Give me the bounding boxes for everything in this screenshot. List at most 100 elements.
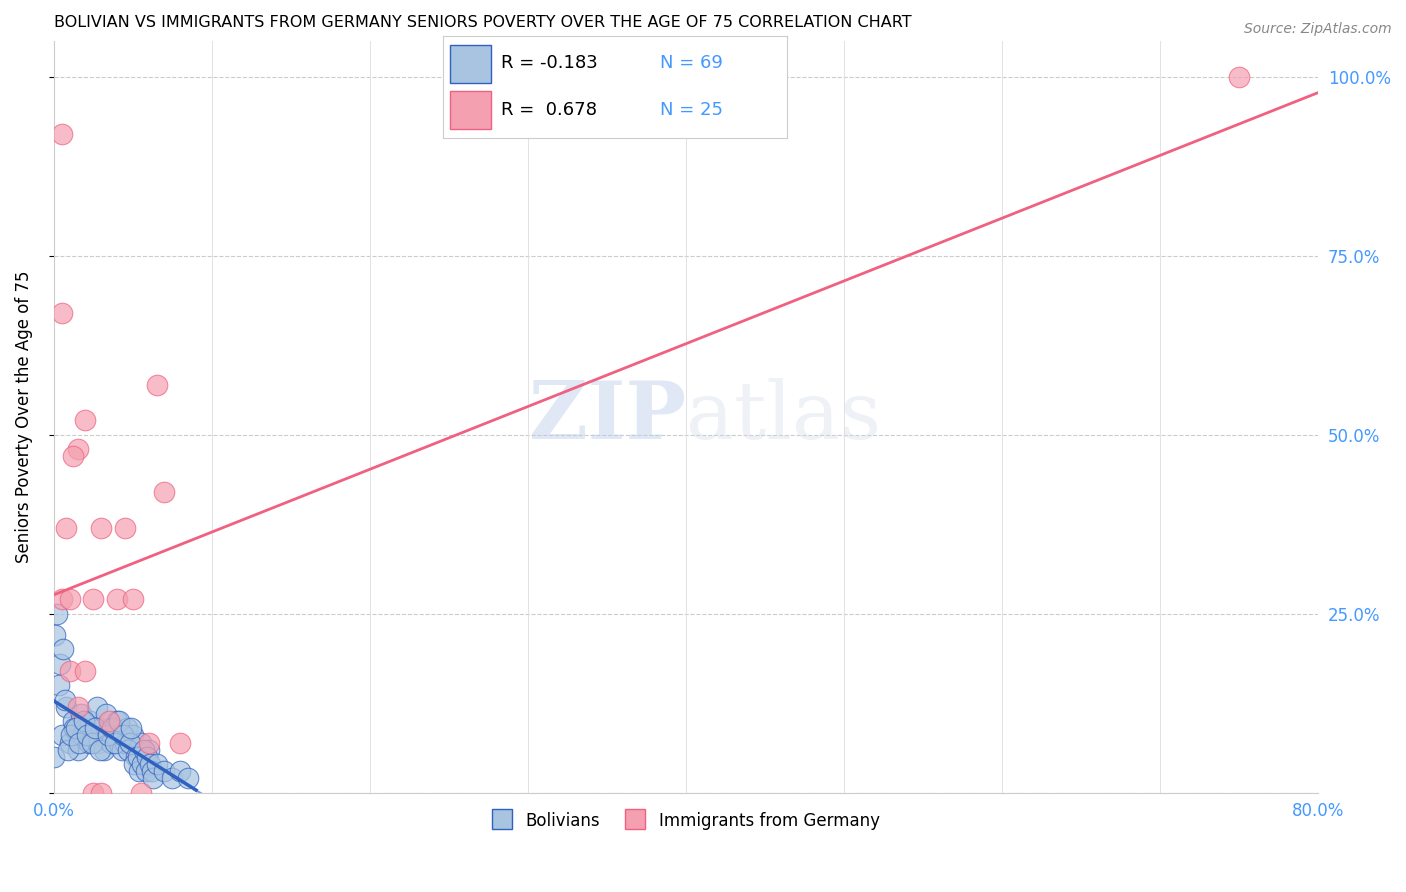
Point bbox=[82, 592, 104, 607]
FancyBboxPatch shape bbox=[450, 91, 491, 129]
Point bbox=[80, 735, 103, 749]
Point bbox=[59, 664, 82, 678]
Point bbox=[79, 714, 101, 728]
Point bbox=[118, 735, 141, 749]
Point bbox=[66, 699, 89, 714]
Point bbox=[52, 642, 75, 657]
Point bbox=[125, 749, 148, 764]
Point bbox=[44, 628, 66, 642]
Point bbox=[67, 735, 90, 749]
Point bbox=[153, 764, 176, 779]
Point bbox=[51, 592, 73, 607]
Point bbox=[110, 728, 132, 742]
Point bbox=[1227, 70, 1250, 84]
Point bbox=[77, 735, 100, 749]
Point bbox=[90, 521, 112, 535]
Point bbox=[169, 764, 191, 779]
Point bbox=[49, 657, 72, 671]
Point bbox=[105, 592, 128, 607]
Point bbox=[107, 714, 129, 728]
Point bbox=[177, 772, 200, 786]
Point bbox=[114, 521, 136, 535]
Text: Source: ZipAtlas.com: Source: ZipAtlas.com bbox=[1244, 22, 1392, 37]
Point bbox=[145, 757, 167, 772]
Point bbox=[53, 692, 76, 706]
Point bbox=[111, 742, 134, 756]
Point bbox=[62, 714, 84, 728]
Point bbox=[139, 757, 162, 772]
Point bbox=[82, 728, 104, 742]
Point bbox=[69, 706, 91, 721]
Point bbox=[100, 735, 122, 749]
Text: BOLIVIAN VS IMMIGRANTS FROM GERMANY SENIORS POVERTY OVER THE AGE OF 75 CORRELATI: BOLIVIAN VS IMMIGRANTS FROM GERMANY SENI… bbox=[53, 15, 911, 30]
Point bbox=[59, 592, 82, 607]
Point bbox=[103, 721, 125, 735]
Text: N = 25: N = 25 bbox=[659, 101, 723, 119]
Point bbox=[62, 449, 84, 463]
Point bbox=[46, 607, 69, 621]
Point bbox=[91, 728, 114, 742]
Point bbox=[89, 742, 111, 756]
Point bbox=[132, 742, 155, 756]
Point bbox=[141, 764, 163, 779]
Point bbox=[66, 442, 89, 456]
Point bbox=[142, 772, 165, 786]
Point bbox=[51, 306, 73, 320]
Point bbox=[169, 735, 191, 749]
Point bbox=[134, 764, 156, 779]
Point bbox=[90, 721, 112, 735]
Point bbox=[94, 706, 117, 721]
Text: N = 69: N = 69 bbox=[659, 54, 723, 72]
Point bbox=[114, 735, 136, 749]
Point bbox=[97, 728, 120, 742]
Point bbox=[129, 735, 152, 749]
Legend: Bolivians, Immigrants from Germany: Bolivians, Immigrants from Germany bbox=[485, 805, 886, 837]
Point bbox=[51, 728, 73, 742]
Text: ZIP: ZIP bbox=[529, 378, 686, 456]
Point bbox=[129, 786, 152, 800]
Point bbox=[104, 735, 127, 749]
Point bbox=[93, 742, 115, 756]
Point bbox=[138, 735, 160, 749]
Point bbox=[48, 678, 70, 692]
Point bbox=[136, 749, 159, 764]
Text: R =  0.678: R = 0.678 bbox=[502, 101, 598, 119]
Point bbox=[51, 127, 73, 141]
Point bbox=[127, 749, 149, 764]
Point bbox=[121, 592, 143, 607]
Point bbox=[84, 721, 107, 735]
Point bbox=[98, 714, 121, 728]
Point bbox=[115, 721, 138, 735]
Y-axis label: Seniors Poverty Over the Age of 75: Seniors Poverty Over the Age of 75 bbox=[15, 270, 32, 563]
Point bbox=[138, 742, 160, 756]
Text: atlas: atlas bbox=[686, 378, 882, 456]
FancyBboxPatch shape bbox=[450, 45, 491, 83]
Point bbox=[128, 764, 150, 779]
Point bbox=[63, 721, 86, 735]
Point bbox=[112, 728, 135, 742]
Point bbox=[60, 728, 83, 742]
Point bbox=[153, 485, 176, 500]
Point bbox=[55, 521, 77, 535]
Point bbox=[65, 721, 87, 735]
Point bbox=[121, 728, 143, 742]
Point bbox=[75, 413, 97, 427]
Point bbox=[55, 699, 77, 714]
Point bbox=[76, 728, 98, 742]
Point bbox=[42, 749, 65, 764]
Point bbox=[117, 742, 139, 756]
Point bbox=[105, 714, 128, 728]
Point bbox=[101, 721, 124, 735]
Point bbox=[145, 377, 167, 392]
Point bbox=[75, 664, 97, 678]
Point bbox=[98, 728, 121, 742]
Point bbox=[90, 786, 112, 800]
Point bbox=[73, 714, 96, 728]
Point bbox=[87, 735, 110, 749]
Point bbox=[75, 721, 97, 735]
Point bbox=[86, 699, 108, 714]
Point bbox=[120, 721, 142, 735]
Point bbox=[162, 772, 184, 786]
Point bbox=[66, 742, 89, 756]
Point bbox=[82, 786, 104, 800]
